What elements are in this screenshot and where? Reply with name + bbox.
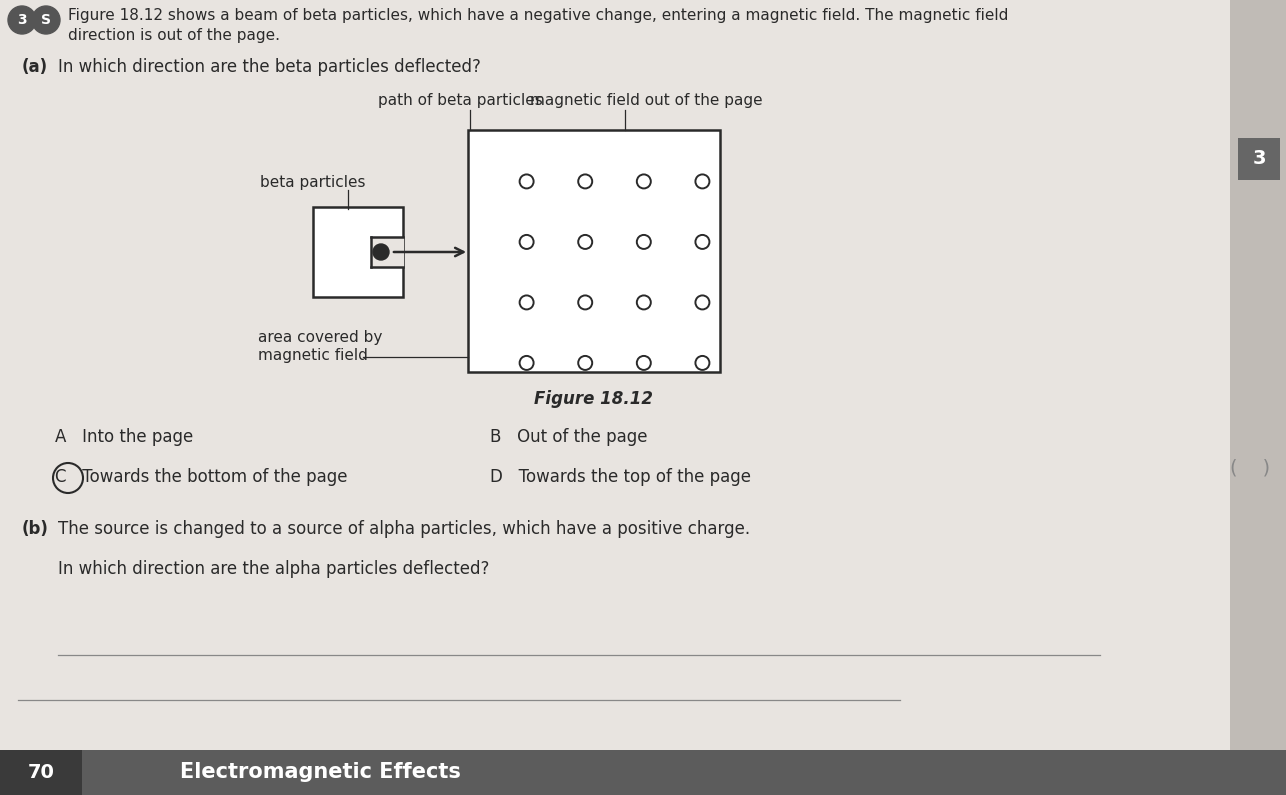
Text: S: S xyxy=(41,13,51,27)
Text: area covered by: area covered by xyxy=(258,330,382,345)
Text: Electromagnetic Effects: Electromagnetic Effects xyxy=(180,762,460,782)
Text: 3: 3 xyxy=(17,13,27,27)
Text: (a): (a) xyxy=(22,58,48,76)
Text: D   Towards the top of the page: D Towards the top of the page xyxy=(490,468,751,486)
Bar xyxy=(0,750,1286,795)
Text: C   Towards the bottom of the page: C Towards the bottom of the page xyxy=(55,468,347,486)
Bar xyxy=(1229,0,1286,795)
Text: 70: 70 xyxy=(27,762,54,781)
Bar xyxy=(468,130,720,372)
Circle shape xyxy=(373,244,388,260)
Text: In which direction are the beta particles deflected?: In which direction are the beta particle… xyxy=(58,58,481,76)
Text: Figure 18.12 shows a beam of beta particles, which have a negative change, enter: Figure 18.12 shows a beam of beta partic… xyxy=(68,8,1008,23)
Text: (b): (b) xyxy=(22,520,49,538)
Text: magnetic field out of the page: magnetic field out of the page xyxy=(530,93,763,108)
Bar xyxy=(370,237,404,267)
Bar xyxy=(312,207,403,297)
Circle shape xyxy=(8,6,36,34)
Text: path of beta particles: path of beta particles xyxy=(378,93,543,108)
Bar xyxy=(1238,138,1280,180)
Text: B   Out of the page: B Out of the page xyxy=(490,428,647,446)
Text: (    ): ( ) xyxy=(1229,459,1271,478)
Text: magnetic field: magnetic field xyxy=(258,348,368,363)
Text: A   Into the page: A Into the page xyxy=(55,428,193,446)
Bar xyxy=(0,750,82,795)
Text: 3: 3 xyxy=(1253,149,1265,169)
Text: The source is changed to a source of alpha particles, which have a positive char: The source is changed to a source of alp… xyxy=(58,520,750,538)
Text: beta particles: beta particles xyxy=(260,175,365,190)
Text: Figure 18.12: Figure 18.12 xyxy=(535,390,653,408)
Text: direction is out of the page.: direction is out of the page. xyxy=(68,28,280,43)
Text: In which direction are the alpha particles deflected?: In which direction are the alpha particl… xyxy=(58,560,490,578)
Circle shape xyxy=(32,6,60,34)
